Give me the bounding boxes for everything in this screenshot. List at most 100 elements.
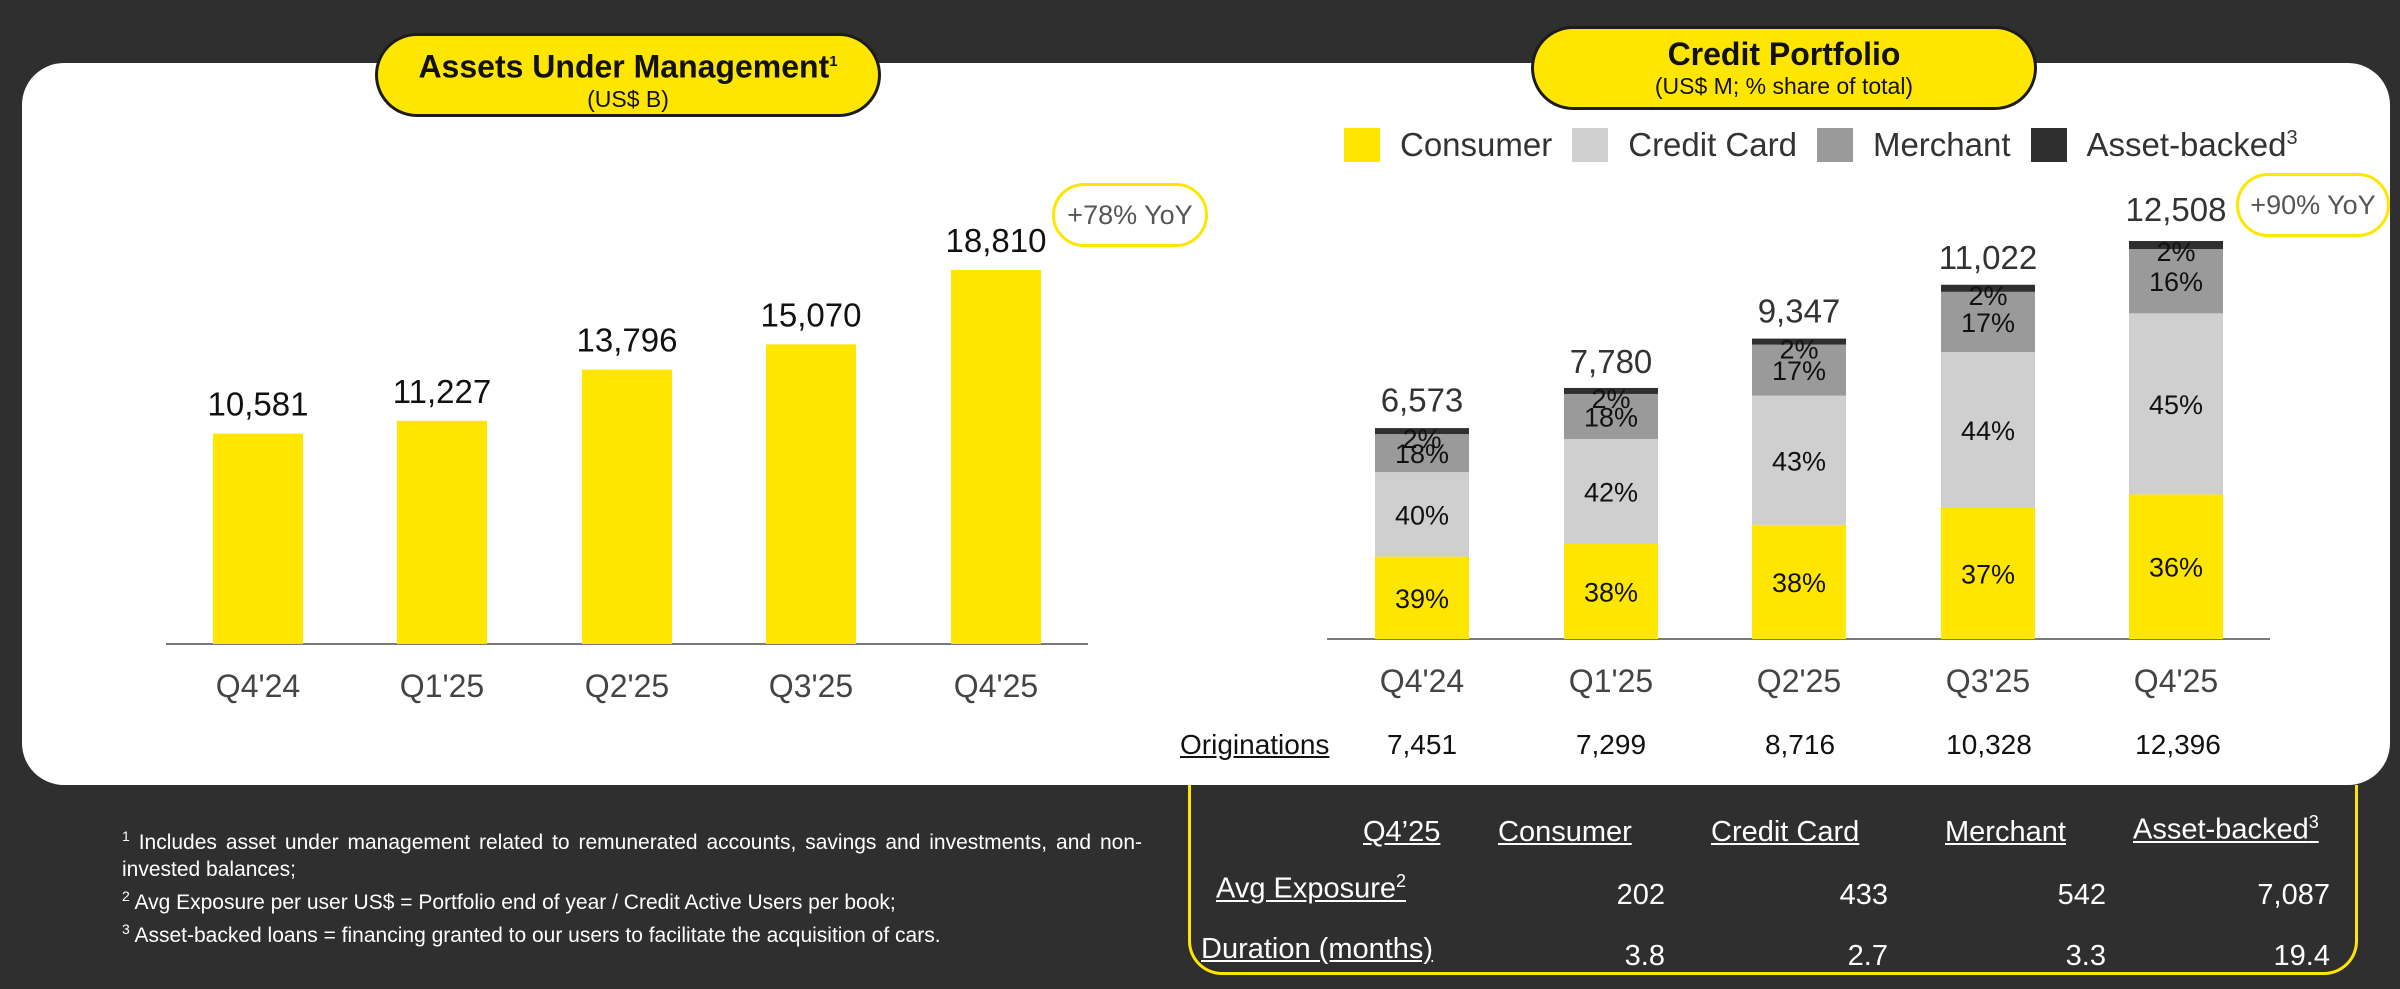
aum-bar [766,344,856,644]
legend-swatch-asset-backed [2030,128,2067,162]
footnote-2: 2 Avg Exposure per user US$ = Portfolio … [122,883,1142,916]
credit-total-label: 7,780 [1570,343,1653,380]
aum-category-label: Q1'25 [400,668,484,704]
legend-label-asset-backed: Asset-backed3 [2087,126,2298,164]
credit-bar-segment [1375,472,1469,557]
aum-value-label: 18,810 [946,222,1047,259]
credit-title-pill: Credit Portfolio (US$ M; % share of tota… [1531,26,2037,110]
footnote-3-num: 3 [122,921,130,937]
credit-category-label: Q1'25 [1569,663,1653,699]
exposure-table [1188,785,2358,975]
aum-bar [951,270,1041,644]
footnote-3: 3 Asset-backed loans = financing granted… [122,916,1142,949]
credit-bar-segment [1564,543,1658,639]
credit-segment-label: 39% [1395,584,1449,614]
aum-bar [582,369,672,644]
legend-asset-backed-text: Asset-backed [2086,126,2287,163]
legend-swatch-merchant [1816,128,1853,162]
credit-segment-label: 37% [1961,559,2015,589]
table-cell: 433 [1839,879,1888,911]
aum-subtitle: (US$ B) [587,85,669,112]
credit-segment-label: 17% [1772,356,1826,386]
table-header-consumer: Consumer [1498,816,1632,848]
credit-category-label: Q4'24 [1380,663,1464,699]
aum-category-label: Q3'25 [769,668,853,704]
credit-segment-label: 2% [1968,281,2007,311]
credit-segment-label: 38% [1772,568,1826,598]
credit-bar-segment [2129,313,2223,495]
aum-category-label: Q4'25 [954,668,1038,704]
credit-bar-segment [1375,428,1469,435]
originations-value: 7,451 [1386,729,1458,760]
table-header-asset-backed-sup: 3 [2308,812,2319,832]
legend-swatch-credit-card [1572,128,1609,162]
credit-segment-label: 45% [2149,390,2203,420]
credit-segment-label: 16% [2149,267,2203,297]
aum-bar [397,420,487,644]
avg-exposure-sup: 2 [1396,871,1407,891]
credit-segment-label: 17% [1961,308,2015,338]
credit-bar-segment [1752,344,1846,396]
credit-bar-segment [1752,338,1846,345]
credit-total-label: 11,022 [1939,239,2037,276]
aum-category-label: Q2'25 [585,668,669,704]
footnote-1: 1 Includes asset under management relate… [122,823,1142,883]
originations-value: 7,299 [1575,729,1647,760]
credit-yoy-badge: +90% YoY [2236,173,2390,237]
table-row-label-avg-exposure: Avg Exposure2 [1216,871,1406,906]
credit-segment-label: 36% [2149,553,2203,583]
legend-label-credit-card: Credit Card [1628,126,1797,163]
credit-bar-segment [1564,438,1658,544]
table-header-credit-card: Credit Card [1711,816,1860,848]
credit-bar-segment [1564,387,1658,394]
aum-category-label: Q4'24 [216,668,300,704]
table-cell: 202 [1616,879,1665,911]
credit-bar-segment [1375,556,1469,639]
credit-total-label: 9,347 [1758,293,1841,330]
credit-legend: Consumer Credit Card Merchant Asset-back… [1344,120,2318,170]
footnote-3-text: Asset-backed loans = financing granted t… [134,924,941,947]
credit-segment-label: 38% [1584,577,1638,607]
aum-value-label: 13,796 [577,322,678,359]
aum-bar [213,433,303,644]
credit-bar-segment [1375,434,1469,473]
avg-exposure-label: Avg Exposure [1216,872,1397,905]
footnote-1-num: 1 [122,828,130,844]
credit-total-label: 12,508 [2126,191,2227,228]
originations-value: 12,396 [2135,729,2221,760]
legend-label-consumer: Consumer [1400,126,1553,163]
legend-swatch-consumer [1344,128,1380,162]
credit-bar-segment [2129,249,2223,314]
table-row-label-duration: Duration (months) [1201,933,1434,965]
credit-bar-segment [2129,241,2223,250]
table-header-asset-backed-text: Asset-backed [2133,813,2309,846]
credit-bar-segment [1941,352,2035,508]
aum-title: Assets Under Management [418,48,830,85]
credit-category-label: Q4'25 [2134,663,2218,699]
credit-bar-segment [1941,291,2035,353]
legend-asset-backed-sup: 3 [2286,127,2298,149]
table-cell: 19.4 [2273,940,2330,972]
credit-segment-label: 18% [1584,402,1638,432]
credit-segment-label: 2% [1402,424,1441,454]
credit-segment-label: 2% [1779,335,1818,365]
table-header-period: Q4’25 [1363,816,1441,848]
table-cell: 3.3 [2065,940,2106,972]
table-header-merchant: Merchant [1945,816,2066,848]
credit-title: Credit Portfolio [1667,36,1901,72]
credit-bar-segment [1752,524,1846,639]
credit-category-label: Q3'25 [1946,663,2030,699]
aum-yoy-badge: +78% YoY [1052,183,1208,247]
table-cell: 7,087 [2257,879,2330,911]
table-cell: 2.7 [1847,940,1888,972]
credit-segment-label: 40% [1395,500,1449,530]
table-cell: 3.8 [1624,940,1665,972]
credit-bar-segment [2129,494,2223,639]
footnotes: 1 Includes asset under management relate… [122,823,1142,949]
credit-segment-label: 2% [1591,384,1630,414]
aum-value-label: 11,227 [393,373,491,410]
credit-total-label: 6,573 [1381,382,1464,419]
legend-label-merchant: Merchant [1872,126,2011,163]
credit-bar-segment [1564,393,1658,439]
